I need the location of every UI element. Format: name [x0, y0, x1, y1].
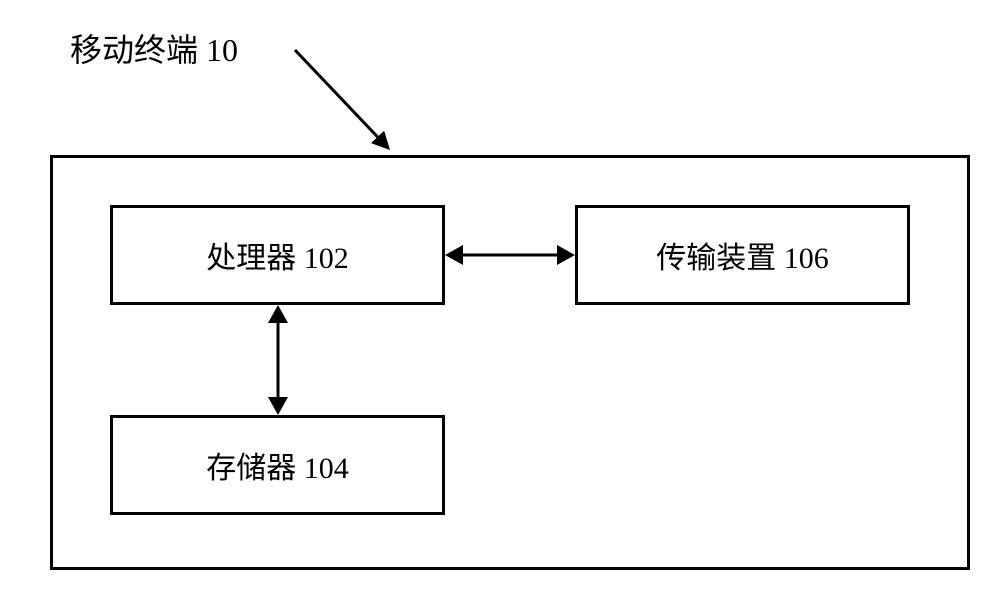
- diagram-canvas: 移动终端 10 处理器 102 传输装置 106 存储器 104: [20, 20, 980, 590]
- processor-memory-arrow: [20, 20, 980, 590]
